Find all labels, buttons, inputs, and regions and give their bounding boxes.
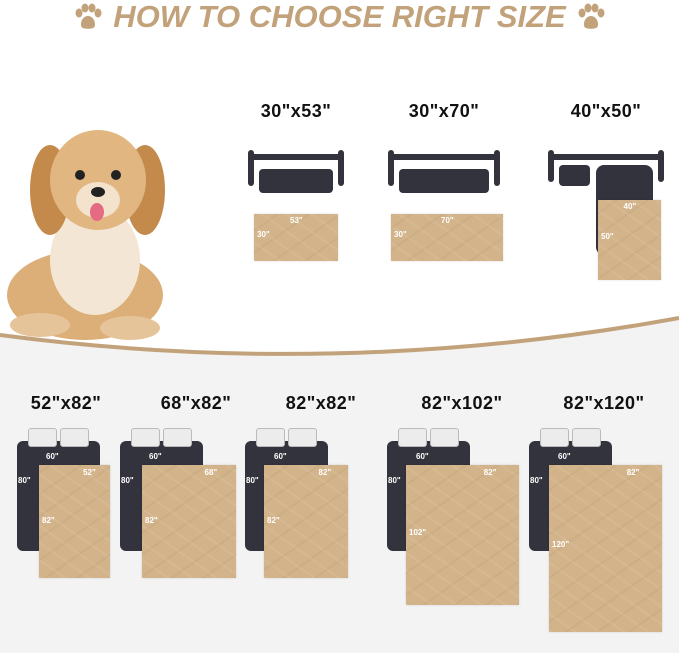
mat-height: 30"	[257, 229, 270, 239]
size-label: 68"x82"	[160, 393, 232, 413]
mat-width: 82"	[626, 468, 640, 477]
mat-height: 102"	[409, 528, 427, 537]
pillow	[131, 428, 160, 447]
paw-icon	[578, 3, 605, 29]
bed-length: 80"	[18, 476, 31, 485]
bed-width: 60"	[46, 452, 59, 461]
mat-height: 120"	[552, 540, 570, 550]
pillow	[540, 428, 569, 447]
mat-width: 68"	[204, 468, 218, 477]
mat-width: 82"	[483, 468, 497, 477]
mat-height: 82"	[145, 515, 158, 525]
size-label: 30"x53"	[260, 101, 332, 121]
size-label: 40"x50"	[570, 101, 642, 121]
sofa-back	[548, 154, 664, 160]
title-bar: HOW TO CHOOSE RIGHT SIZE	[0, 0, 679, 34]
pillow	[572, 428, 601, 447]
sofa-arm	[494, 150, 500, 186]
mat: 70" 30"	[391, 214, 503, 261]
mat: 82" 102"	[406, 465, 519, 605]
sofa-cushion	[399, 169, 489, 193]
mat-width: 53"	[290, 216, 303, 225]
mat: 82" 120"	[549, 465, 662, 632]
sofa-arm	[338, 150, 344, 186]
sofa-arm	[388, 150, 394, 186]
bed-length: 80"	[246, 476, 259, 485]
mat-height: 30"	[394, 229, 407, 239]
sofa-arm	[658, 150, 664, 182]
pillow	[28, 428, 57, 447]
bed-width: 60"	[558, 452, 571, 461]
sofa-cushion	[259, 169, 333, 193]
pillow	[60, 428, 89, 447]
mat: 53" 30"	[254, 214, 338, 261]
size-label: 82"x120"	[563, 393, 645, 413]
pillow	[430, 428, 459, 447]
pillow	[288, 428, 317, 447]
mat-height: 82"	[42, 515, 55, 525]
size-label: 82"x82"	[285, 393, 357, 413]
page-title: HOW TO CHOOSE RIGHT SIZE	[113, 0, 566, 34]
mat-width: 40"	[623, 202, 637, 211]
mat-width: 70"	[441, 216, 454, 225]
mat-height: 50"	[601, 232, 614, 241]
pillow	[256, 428, 285, 447]
sofa-back	[248, 154, 344, 160]
mat-width: 82"	[318, 468, 332, 477]
paw-icon	[75, 3, 102, 29]
size-label: 82"x102"	[421, 393, 503, 413]
bed-length: 80"	[121, 476, 134, 485]
mat: 40" 50"	[598, 200, 661, 280]
bed-width: 60"	[149, 452, 162, 461]
mat: 52" 82"	[39, 465, 110, 578]
mat-height: 82"	[267, 515, 280, 525]
sofa-arm	[548, 150, 554, 182]
pillow	[398, 428, 427, 447]
sofa-back	[388, 154, 500, 160]
size-label: 30"x70"	[408, 101, 480, 121]
bed-length: 80"	[388, 476, 401, 485]
bed-width: 60"	[416, 452, 429, 461]
sofa-arm	[248, 150, 254, 186]
bed-width: 60"	[274, 452, 287, 461]
mat: 68" 82"	[142, 465, 236, 578]
sofa-cushion	[559, 165, 590, 186]
size-label: 52"x82"	[30, 393, 102, 413]
dog-photo	[7, 130, 165, 340]
mat-width: 52"	[83, 468, 96, 477]
mat: 82" 82"	[264, 465, 348, 578]
bed-length: 80"	[530, 476, 543, 485]
pillow	[163, 428, 192, 447]
